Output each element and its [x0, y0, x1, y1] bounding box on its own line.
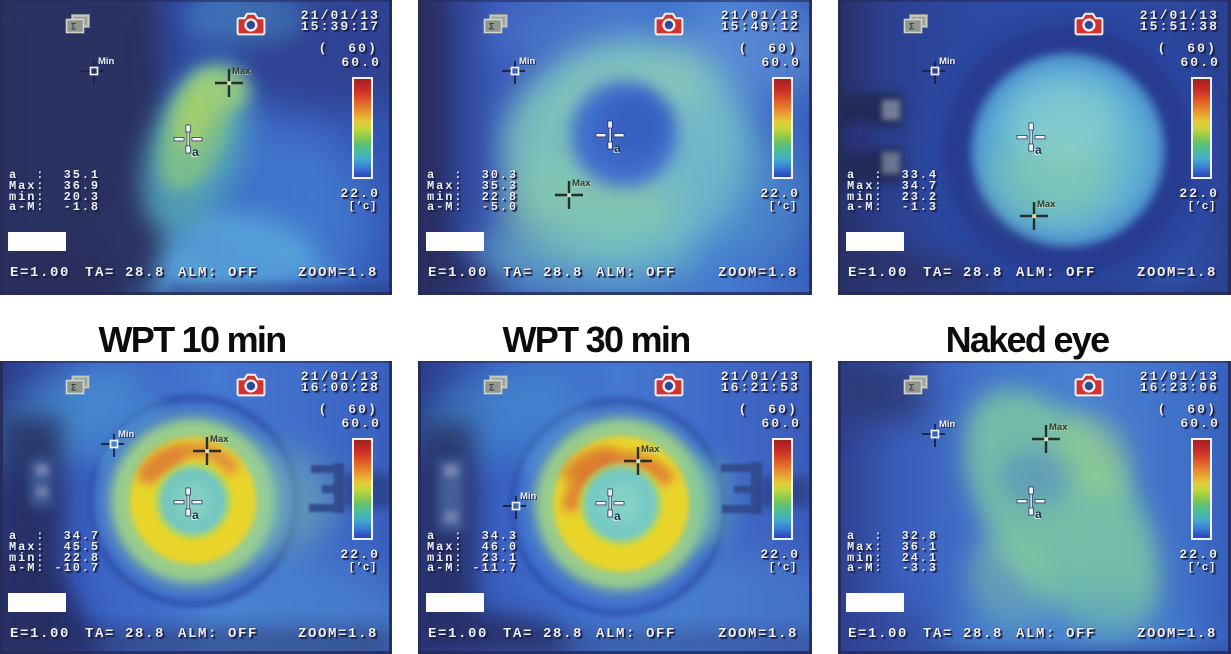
svg-text:Min: Min — [98, 56, 115, 67]
svg-text:a: a — [1035, 143, 1042, 157]
svg-text:a: a — [614, 141, 621, 155]
svg-text:Σ: Σ — [489, 383, 495, 393]
svg-text:Max: Max — [1037, 199, 1056, 210]
svg-text:Min: Min — [939, 56, 956, 67]
svg-text:a: a — [614, 509, 621, 523]
svg-text:Max: Max — [232, 66, 251, 77]
svg-text:a: a — [192, 508, 199, 522]
svg-text:Max: Max — [641, 444, 660, 455]
svg-text:Min: Min — [939, 419, 956, 430]
svg-text:Σ: Σ — [909, 383, 915, 393]
svg-text:Min: Min — [118, 429, 135, 440]
svg-text:Max: Max — [1049, 422, 1068, 433]
svg-text:Max: Max — [210, 434, 229, 445]
svg-text:Σ: Σ — [489, 22, 495, 32]
svg-text:Σ: Σ — [909, 22, 915, 32]
svg-text:Σ: Σ — [71, 383, 77, 393]
svg-text:Σ: Σ — [71, 22, 77, 32]
svg-text:Min: Min — [519, 56, 536, 67]
svg-text:Max: Max — [572, 178, 591, 189]
svg-text:Min: Min — [520, 491, 537, 502]
svg-text:a: a — [1035, 507, 1042, 521]
svg-text:a: a — [192, 145, 199, 159]
